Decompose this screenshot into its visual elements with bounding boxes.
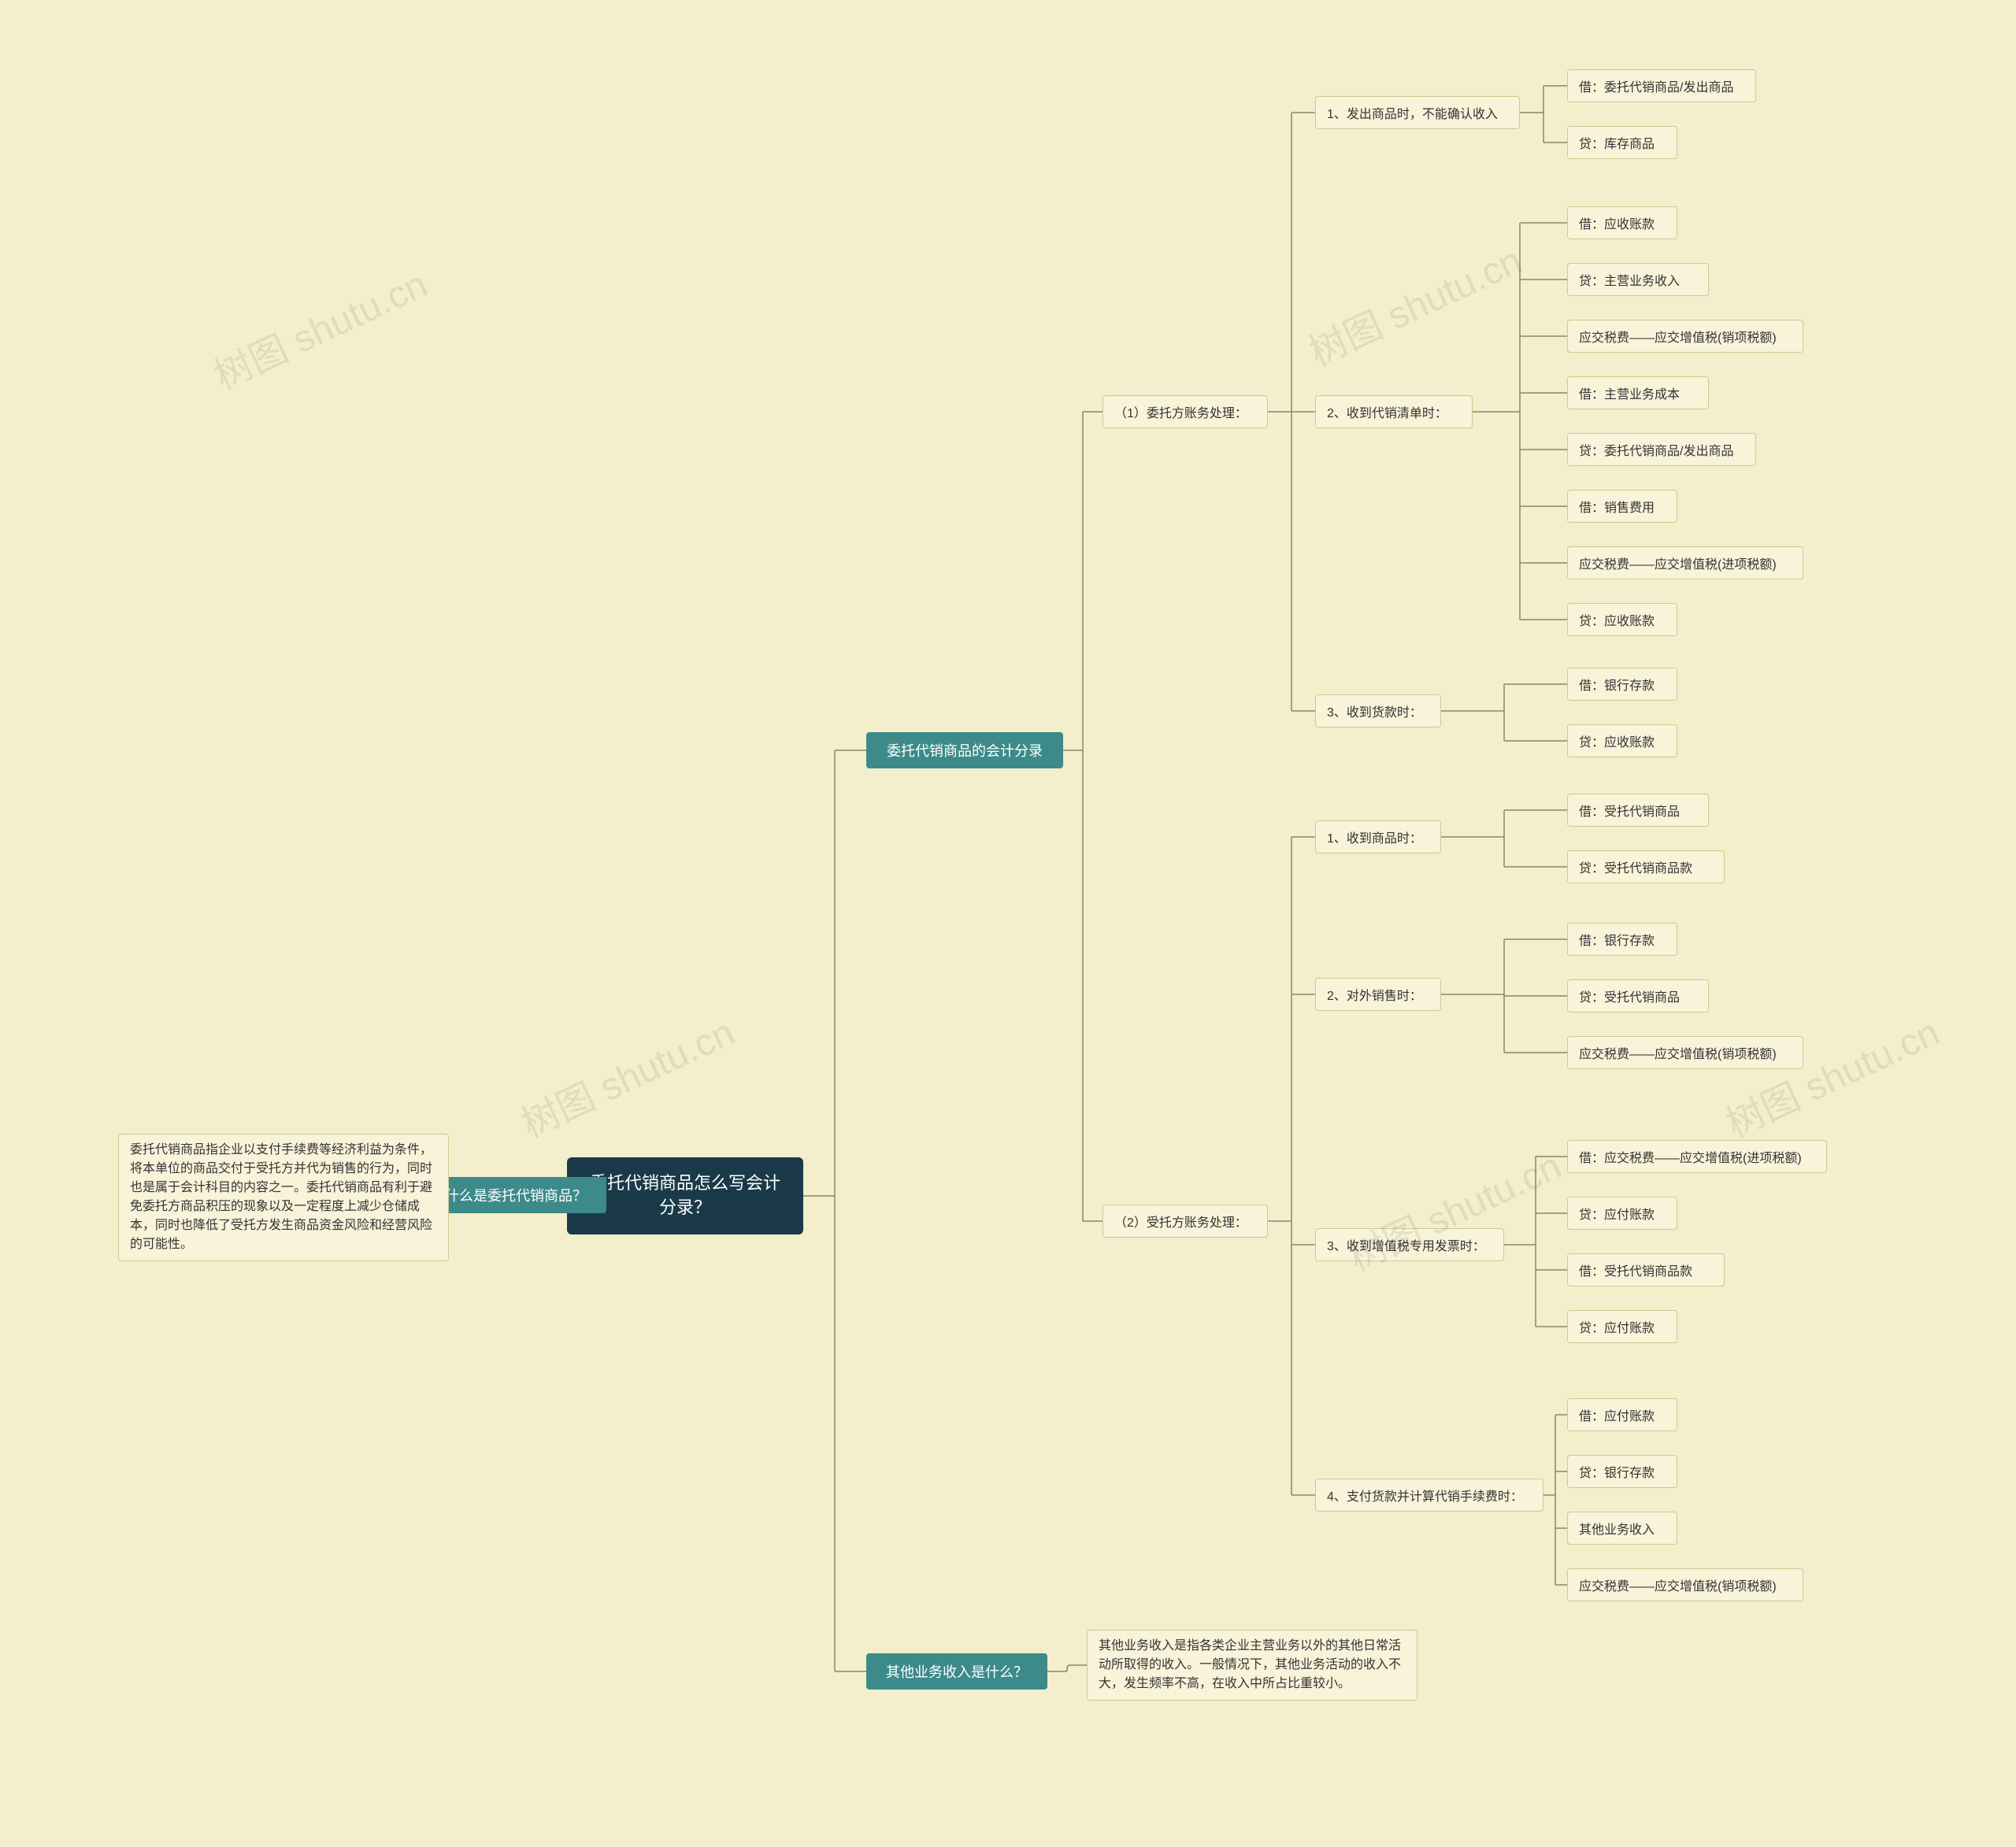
mindmap-node-l_w1_2g[interactable]: 应交税费——应交增值税(进项税额) (1567, 546, 1803, 579)
mindmap-node-l_w1_2h[interactable]: 贷：应收账款 (1567, 603, 1677, 636)
mindmap-node-l_w1_3b[interactable]: 贷：应收账款 (1567, 724, 1677, 757)
mindmap-node-b_entries[interactable]: 委托代销商品的会计分录 (866, 732, 1063, 768)
mindmap-node-info_what[interactable]: 委托代销商品指企业以支付手续费等经济利益为条件，将本单位的商品交付于受托方并代为… (118, 1134, 449, 1261)
mindmap-node-info_other[interactable]: 其他业务收入是指各类企业主营业务以外的其他日常活动所取得的收入。一般情况下，其他… (1087, 1630, 1418, 1701)
mindmap-node-n_w2_2[interactable]: 2、对外销售时： (1315, 978, 1441, 1011)
mindmap-node-l_w2_2c[interactable]: 应交税费——应交增值税(销项税额) (1567, 1036, 1803, 1069)
mindmap-node-l_w2_1b[interactable]: 贷：受托代销商品款 (1567, 850, 1725, 883)
mindmap-node-l_w2_2b[interactable]: 贷：受托代销商品 (1567, 979, 1709, 1012)
connector (1067, 1665, 1087, 1671)
mindmap-node-l_w2_2a[interactable]: 借：银行存款 (1567, 923, 1677, 956)
mindmap-node-l_w1_3a[interactable]: 借：银行存款 (1567, 668, 1677, 701)
mindmap-node-n_w1_2[interactable]: 2、收到代销清单时： (1315, 395, 1473, 428)
mindmap-node-l_w2_4d[interactable]: 应交税费——应交增值税(销项税额) (1567, 1568, 1803, 1601)
mindmap-node-n_w2_4[interactable]: 4、支付货款并计算代销手续费时： (1315, 1479, 1544, 1512)
watermark: 树图 shutu.cn (204, 254, 435, 400)
mindmap-node-n_w1_3[interactable]: 3、收到货款时： (1315, 694, 1441, 727)
watermark: 树图 shutu.cn (1716, 1001, 1947, 1148)
mindmap-node-l_w1_2e[interactable]: 贷：委托代销商品/发出商品 (1567, 433, 1756, 466)
mindmap-node-l_w2_4a[interactable]: 借：应付账款 (1567, 1398, 1677, 1431)
mindmap-node-n_w2[interactable]: （2）受托方账务处理： (1102, 1205, 1268, 1238)
watermark: 树图 shutu.cn (511, 1001, 742, 1148)
mindmap-node-b_other_income[interactable]: 其他业务收入是什么？ (866, 1653, 1047, 1690)
mindmap-node-l_w2_4c[interactable]: 其他业务收入 (1567, 1512, 1677, 1545)
mindmap-node-n_w2_1[interactable]: 1、收到商品时： (1315, 820, 1441, 853)
mindmap-node-l_w2_3b[interactable]: 贷：应付账款 (1567, 1197, 1677, 1230)
watermark: 树图 shutu.cn (1299, 230, 1529, 376)
mindmap-node-l_w2_3a[interactable]: 借：应交税费——应交增值税(进项税额) (1567, 1140, 1827, 1173)
mindmap-node-l_w1_1b[interactable]: 贷：库存商品 (1567, 126, 1677, 159)
mindmap-node-l_w1_2d[interactable]: 借：主营业务成本 (1567, 376, 1709, 409)
mindmap-node-l_w1_2a[interactable]: 借：应收账款 (1567, 206, 1677, 239)
mindmap-node-l_w2_4b[interactable]: 贷：银行存款 (1567, 1455, 1677, 1488)
mindmap-node-b_what_is[interactable]: 什么是委托代销商品？ (425, 1177, 606, 1213)
mindmap-node-l_w1_2c[interactable]: 应交税费——应交增值税(销项税额) (1567, 320, 1803, 353)
mindmap-node-l_w1_1a[interactable]: 借：委托代销商品/发出商品 (1567, 69, 1756, 102)
mindmap-node-l_w2_3c[interactable]: 借：受托代销商品款 (1567, 1253, 1725, 1286)
mindmap-node-l_w1_2b[interactable]: 贷：主营业务收入 (1567, 263, 1709, 296)
mindmap-node-l_w2_3d[interactable]: 贷：应付账款 (1567, 1310, 1677, 1343)
mindmap-node-l_w2_1a[interactable]: 借：受托代销商品 (1567, 794, 1709, 827)
mindmap-node-l_w1_2f[interactable]: 借：销售费用 (1567, 490, 1677, 523)
mindmap-node-n_w1[interactable]: （1）委托方账务处理： (1102, 395, 1268, 428)
mindmap-node-n_w1_1[interactable]: 1、发出商品时，不能确认收入 (1315, 96, 1520, 129)
mindmap-node-n_w2_3[interactable]: 3、收到增值税专用发票时： (1315, 1228, 1504, 1261)
